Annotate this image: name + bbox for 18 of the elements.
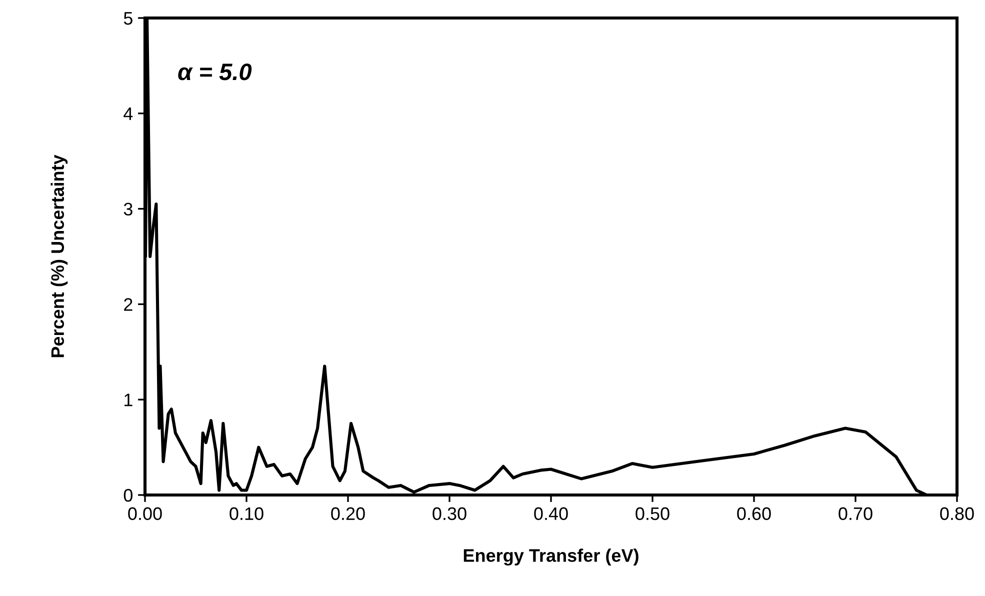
annotation: α = 5.0	[178, 64, 252, 80]
y-tick-label: 1	[124, 394, 132, 406]
x-tick-label: 0.80	[940, 507, 974, 520]
x-tick-label: 0.20	[331, 507, 365, 520]
y-tick-label: 3	[124, 202, 132, 216]
x-tick-label: 0.00	[128, 507, 162, 520]
x-tick-label: 0.30	[432, 507, 466, 520]
y-tick-label: 5	[124, 12, 132, 25]
y-tick-label: 2	[124, 298, 132, 311]
y-tick-label: 0	[124, 488, 132, 502]
x-tick-label: 0.50	[636, 507, 670, 520]
y-tick-label: 4	[124, 108, 133, 120]
x-tick-label: 0.40	[534, 507, 568, 520]
x-tick-label: 0.60	[737, 507, 771, 520]
x-tick-label: 0.70	[838, 507, 872, 520]
x-tick-label: 0.10	[230, 507, 264, 520]
y-axis-title: Percent (%) Uncertainty	[50, 154, 68, 358]
x-axis-title: Energy Transfer (eV)	[464, 548, 638, 566]
